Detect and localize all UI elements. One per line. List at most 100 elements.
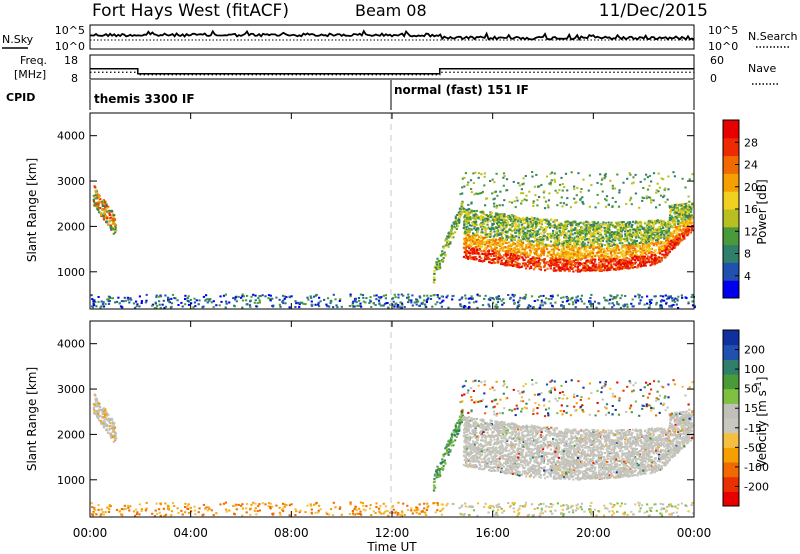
power-cell	[607, 227, 610, 230]
power-cell	[624, 295, 627, 297]
power-cell	[530, 216, 533, 219]
power-cell	[309, 295, 312, 298]
power-cell	[571, 239, 574, 242]
power-cell	[588, 223, 591, 226]
power-cell	[579, 262, 582, 265]
power-cell	[555, 260, 558, 262]
power-cell	[468, 250, 471, 253]
power-cell	[93, 185, 96, 188]
power-cell	[437, 259, 441, 262]
power-cell	[484, 229, 487, 232]
power-cell	[670, 210, 673, 212]
power-cell	[488, 250, 491, 252]
power-cell	[105, 220, 108, 223]
power-cell	[518, 245, 521, 247]
power-cell	[463, 216, 466, 219]
power-cell	[618, 242, 621, 245]
power-cell	[562, 305, 565, 307]
power-cell	[672, 171, 675, 174]
power-cell	[631, 298, 634, 301]
power-cell	[670, 204, 673, 207]
power-cell	[621, 242, 624, 245]
power-cell	[671, 248, 674, 251]
power-cell	[513, 294, 516, 297]
power-cell	[625, 259, 628, 262]
noise-search-label: N.Search	[748, 30, 798, 43]
power-cell	[599, 245, 602, 248]
power-cell	[631, 258, 634, 261]
power-cell	[573, 241, 576, 244]
power-cell	[545, 175, 549, 178]
power-cell	[487, 303, 490, 306]
power-cell	[617, 205, 621, 208]
power-cell	[288, 306, 291, 309]
power-cell	[470, 238, 473, 241]
power-cell	[516, 217, 519, 220]
power-cell	[665, 228, 668, 231]
power-cell	[97, 207, 100, 210]
power-cell	[145, 293, 148, 296]
power-cell	[636, 256, 639, 259]
power-cell	[575, 222, 578, 225]
power-cell	[639, 247, 642, 250]
power-cell	[135, 300, 138, 303]
power-cell	[555, 261, 558, 264]
power-cell	[605, 250, 608, 253]
power-cell	[672, 246, 675, 249]
power-cell	[510, 243, 513, 246]
power-cell	[603, 266, 606, 269]
power-cell	[659, 240, 663, 243]
power-cell	[660, 219, 663, 222]
power-cell	[298, 306, 301, 309]
power-cell	[588, 229, 591, 232]
power-cell	[530, 235, 533, 238]
power-cell	[492, 258, 495, 261]
power-cell	[557, 267, 560, 270]
power-cell	[647, 242, 651, 245]
power-cell	[654, 295, 657, 298]
power-cell	[91, 298, 94, 301]
power-cell	[629, 261, 632, 264]
power-cell	[607, 247, 610, 249]
power-cell	[488, 305, 491, 308]
power-cell	[433, 278, 436, 281]
power-cell	[535, 221, 539, 224]
power-cell	[250, 295, 253, 298]
power-cell	[459, 304, 462, 307]
power-cell	[467, 227, 471, 230]
power-cell	[658, 186, 661, 189]
power-cell	[649, 232, 652, 235]
power-cell	[629, 244, 632, 247]
power-cell	[589, 297, 592, 299]
power-cell	[675, 217, 678, 220]
power-cell	[623, 264, 626, 267]
power-cell	[651, 222, 655, 225]
power-cell	[378, 303, 381, 306]
power-cell	[97, 197, 101, 200]
power-cell	[626, 221, 630, 224]
power-cell	[598, 244, 601, 247]
power-cell	[564, 236, 567, 239]
power-cell	[187, 295, 190, 298]
power-cell	[581, 200, 584, 203]
power-cell	[564, 220, 567, 223]
power-cell	[554, 254, 557, 257]
power-cell	[688, 223, 691, 225]
power-cell	[476, 240, 479, 243]
power-cell	[167, 299, 170, 302]
power-cell	[540, 301, 543, 304]
power-cell	[519, 240, 522, 242]
power-cell	[618, 225, 621, 228]
power-cell	[553, 238, 556, 241]
power-cell	[301, 301, 304, 304]
power-cell	[542, 294, 545, 297]
power-cell	[480, 225, 483, 228]
power-cell	[656, 182, 659, 185]
power-cell	[525, 251, 528, 254]
power-cell	[614, 297, 617, 300]
power-cell	[400, 293, 403, 296]
power-cell	[615, 296, 618, 299]
power-cell	[504, 238, 507, 241]
power-cell	[609, 260, 612, 263]
power-cell	[581, 245, 584, 248]
